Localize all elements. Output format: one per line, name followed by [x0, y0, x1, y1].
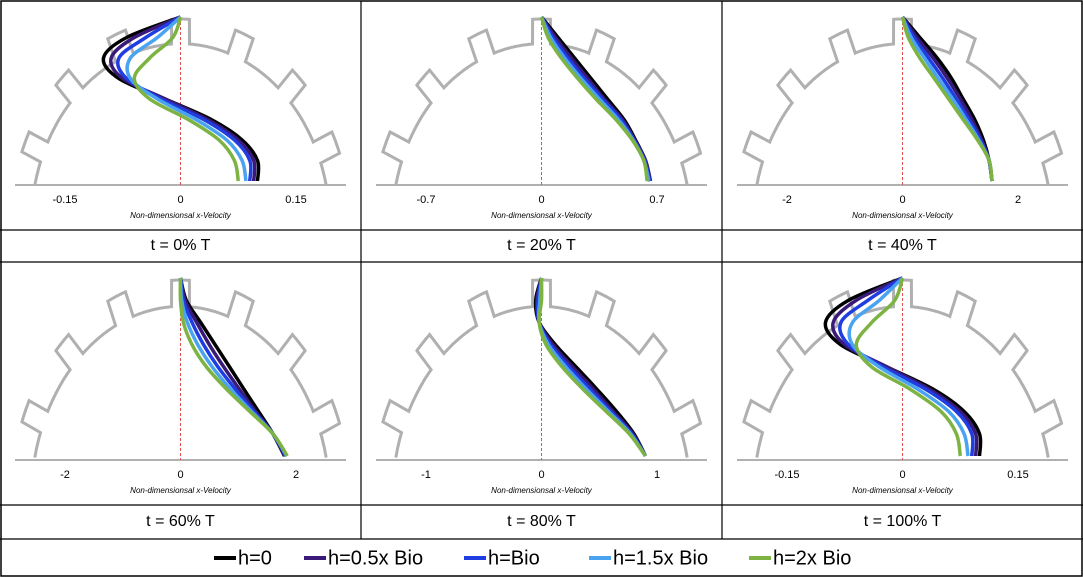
x-tick-label: 0.15 — [285, 194, 306, 206]
axis-mask — [724, 185, 1081, 229]
x-tick-label: 2 — [293, 469, 299, 481]
x-tick-label: -0.7 — [417, 194, 436, 206]
x-axis-label: Non-dimensionsal x-Velocity — [491, 486, 593, 495]
x-axis-label: Non-dimensionsal x-Velocity — [852, 211, 954, 220]
x-tick-label: 0 — [177, 469, 183, 481]
profile-line — [116, 15, 253, 182]
profile-line — [854, 277, 963, 457]
x-tick-label: 0 — [177, 194, 183, 206]
x-tick-label: 0 — [899, 469, 905, 481]
x-tick-label: -0.15 — [774, 469, 799, 481]
x-tick-label: -2 — [782, 194, 792, 206]
legend: h=0 h=0.5x Bio h=Bio h=1.5x Bio h=2x Bio — [214, 547, 851, 569]
axis-mask — [363, 460, 720, 504]
panel: -2 0 2 Non-dimensionsal x-Velocity t = 60% T — [2, 277, 359, 530]
panel: -0.15 0 0.15 Non-dimensionsal x-Velocity t =… — [2, 15, 359, 254]
profile-line — [831, 276, 979, 457]
panel-caption: t = 60% T — [146, 513, 215, 530]
x-tick-label: 0 — [899, 194, 905, 206]
x-axis-label: Non-dimensionsal x-Velocity — [491, 211, 593, 220]
profile-line — [838, 276, 975, 457]
panel-caption: t = 80% T — [507, 513, 576, 530]
x-tick-label: 1 — [654, 469, 660, 481]
panel: -2 0 2 Non-dimensionsal x-Velocity t = 40% T — [724, 15, 1081, 254]
panel-caption: t = 20% T — [507, 237, 576, 254]
x-axis-label: Non-dimensionsal x-Velocity — [852, 486, 954, 495]
x-axis-label: Non-dimensionsal x-Velocity — [130, 211, 232, 220]
legend-label: h=0.5x Bio — [328, 547, 423, 569]
legend-label: h=2x Bio — [773, 547, 851, 569]
panel: -0.15 0 0.15 Non-dimensionsal x-Velocity t =… — [724, 276, 1081, 530]
profile-line — [178, 277, 289, 457]
x-tick-label: 2 — [1015, 194, 1021, 206]
x-tick-label: 0 — [538, 194, 544, 206]
profile-line — [900, 16, 994, 182]
axis-mask — [2, 185, 359, 229]
x-tick-label: 0.7 — [649, 194, 664, 206]
profile-line — [847, 276, 970, 457]
panel: -1 0 1 Non-dimensionsal x-Velocity t = 80% T — [363, 277, 720, 530]
panel-caption: t = 100% T — [864, 513, 942, 530]
x-axis-label: Non-dimensionsal x-Velocity — [130, 486, 232, 495]
x-tick-label: -2 — [60, 469, 70, 481]
x-tick-label: 0.15 — [1007, 469, 1028, 481]
axis-mask — [363, 185, 720, 229]
profile-line — [125, 15, 248, 182]
profile-line — [537, 277, 647, 458]
x-tick-label: -1 — [421, 469, 431, 481]
legend-label: h=Bio — [488, 547, 540, 569]
profile-line — [132, 16, 241, 182]
x-tick-label: -0.15 — [52, 194, 77, 206]
panel-caption: t = 40% T — [868, 237, 937, 254]
axis-mask — [724, 460, 1081, 504]
profile-line — [539, 16, 649, 182]
x-tick-label: 0 — [538, 469, 544, 481]
panel-caption: t = 0% T — [151, 237, 211, 254]
legend-label: h=0 — [238, 547, 272, 569]
legend-label: h=1.5x Bio — [613, 547, 708, 569]
panel: -0.7 0 0.7 Non-dimensionsal x-Velocity t = 2… — [363, 15, 720, 254]
axis-mask — [2, 460, 359, 504]
